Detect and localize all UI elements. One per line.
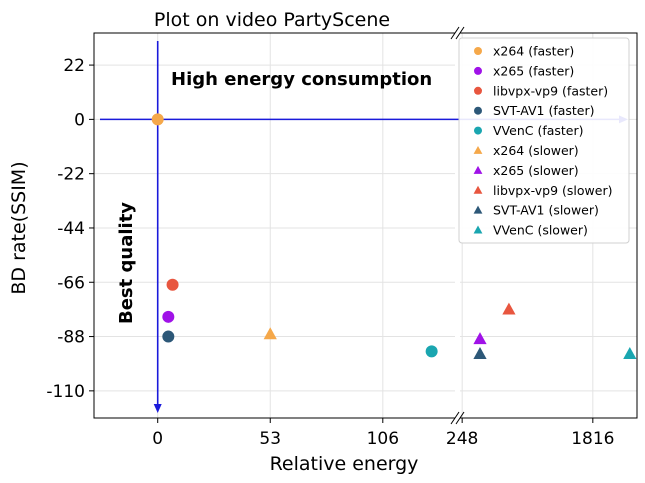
legend-label: libvpx-vp9 (faster) <box>493 83 608 98</box>
axes <box>89 26 638 425</box>
vertical-arrow-head <box>153 404 162 413</box>
data-points <box>151 113 637 359</box>
y-tick-label: 22 <box>63 56 85 76</box>
y-tick-label: -88 <box>57 328 85 348</box>
data-point-triangle <box>623 346 637 359</box>
axis-break-mark <box>455 26 465 40</box>
data-point-circle <box>162 310 175 323</box>
legend-label: SVT-AV1 (slower) <box>493 203 599 218</box>
left-panel-frame <box>93 32 455 419</box>
axis-break-mark <box>450 411 460 425</box>
tick-labels: 22 0 -22 -44 -66 -88 -110 0 53 106 248 1816 <box>46 56 614 449</box>
legend-label: x265 (slower) <box>493 163 579 178</box>
axis-break-mark <box>455 411 465 425</box>
x-tick-label: 0 <box>152 429 163 449</box>
legend-label: SVT-AV1 (faster) <box>493 103 595 118</box>
data-point-circle <box>166 278 179 291</box>
data-point-triangle <box>263 327 277 340</box>
data-point-circle <box>425 345 438 358</box>
data-point-triangle <box>473 346 487 359</box>
x-tick-label: 1816 <box>571 429 614 449</box>
legend-label: VVenC (faster) <box>493 123 584 138</box>
legend-marker <box>474 126 482 135</box>
data-point-triangle <box>473 332 487 345</box>
axis-break-mark <box>450 26 460 40</box>
legend-label: x265 (faster) <box>493 63 574 78</box>
legend-marker <box>473 145 483 154</box>
legend-marker <box>474 106 482 115</box>
legend-marker <box>474 47 482 55</box>
x-tick-label: 53 <box>259 429 281 449</box>
annotation-high-energy: High energy consumption <box>171 69 432 90</box>
x-axis-label: Relative energy <box>270 453 419 475</box>
annotation-best-quality: Best quality <box>116 202 137 324</box>
data-point-triangle <box>502 302 516 315</box>
legend-label: libvpx-vp9 (slower) <box>493 183 612 198</box>
y-tick-label: -22 <box>57 165 85 185</box>
data-point-circle <box>162 330 175 343</box>
legend-label: x264 (slower) <box>493 143 579 158</box>
x-tick-label: 248 <box>446 429 478 449</box>
y-tick-label: -110 <box>46 382 85 402</box>
y-tick-label: -44 <box>57 219 85 239</box>
x-tick-label: 106 <box>367 429 399 449</box>
right-panel-frame <box>460 32 638 419</box>
legend-box <box>458 37 630 244</box>
legend-marker <box>473 185 483 194</box>
legend: x264 (faster) x265 (faster) libvpx-vp9 (fa… <box>458 37 630 244</box>
legend-marker <box>474 86 482 95</box>
data-point-circle <box>151 113 164 126</box>
chart-title: Plot on video PartyScene <box>154 9 390 31</box>
y-axis-label: BD rate(SSIM) <box>8 161 30 294</box>
legend-label: x264 (faster) <box>493 44 574 59</box>
legend-marker <box>473 225 483 234</box>
legend-marker <box>474 66 482 75</box>
y-tick-label: 0 <box>74 110 85 130</box>
legend-marker <box>473 205 483 214</box>
legend-marker <box>473 165 483 174</box>
y-tick-label: -66 <box>57 273 85 293</box>
legend-label: VVenC (slower) <box>493 223 588 238</box>
